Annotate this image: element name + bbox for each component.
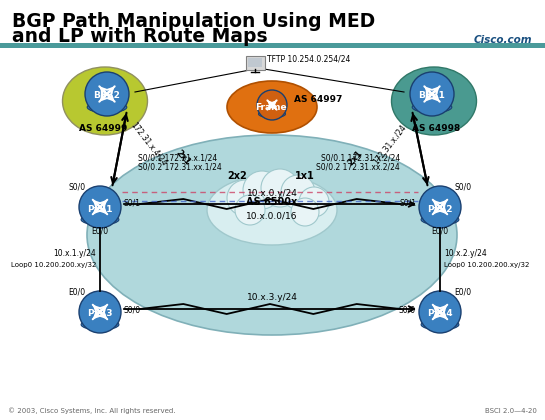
Circle shape — [235, 195, 265, 225]
Ellipse shape — [87, 135, 457, 335]
Text: S0/0: S0/0 — [69, 183, 86, 192]
Circle shape — [291, 198, 319, 226]
Circle shape — [243, 171, 281, 209]
Circle shape — [227, 180, 263, 216]
Text: BGP Path Manipulation Using MED: BGP Path Manipulation Using MED — [12, 12, 376, 31]
Circle shape — [410, 72, 454, 116]
Ellipse shape — [63, 67, 148, 135]
Circle shape — [419, 291, 461, 333]
Text: S0/0: S0/0 — [455, 183, 471, 192]
Ellipse shape — [207, 175, 337, 245]
Circle shape — [261, 169, 299, 207]
Text: S0/1: S0/1 — [399, 199, 416, 207]
Text: PxR4: PxR4 — [427, 310, 453, 318]
Circle shape — [257, 90, 287, 120]
Text: 172.31.x./24: 172.31.x./24 — [372, 122, 408, 165]
Text: AS 64997: AS 64997 — [294, 94, 342, 103]
Circle shape — [299, 187, 329, 217]
Text: AS 6500x: AS 6500x — [246, 197, 298, 207]
Text: 10.x.0.y/24: 10.x.0.y/24 — [246, 189, 298, 197]
Ellipse shape — [421, 214, 459, 225]
Ellipse shape — [412, 102, 452, 113]
Text: BSCI 2.0—4-20: BSCI 2.0—4-20 — [485, 408, 537, 414]
Text: TFTP 10.254.0.254/24: TFTP 10.254.0.254/24 — [267, 55, 350, 63]
Text: E0/0: E0/0 — [455, 288, 471, 297]
Text: 10.x.0.0/16: 10.x.0.0/16 — [246, 212, 298, 220]
FancyBboxPatch shape — [245, 55, 264, 69]
FancyBboxPatch shape — [248, 58, 262, 67]
Text: 10.x.3.y/24: 10.x.3.y/24 — [246, 294, 298, 302]
Text: 10.x.2.y/24: 10.x.2.y/24 — [444, 249, 487, 258]
Ellipse shape — [258, 110, 286, 118]
Text: S0/0.1 172.31.x.2/24: S0/0.1 172.31.x.2/24 — [321, 153, 400, 163]
Text: © 2003, Cisco Systems, Inc. All rights reserved.: © 2003, Cisco Systems, Inc. All rights r… — [8, 407, 175, 414]
Ellipse shape — [81, 319, 119, 330]
Text: E0/0: E0/0 — [92, 226, 108, 236]
Text: Cisco.com: Cisco.com — [474, 35, 532, 45]
Text: PxR3: PxR3 — [87, 310, 113, 318]
Text: BBR1: BBR1 — [419, 92, 445, 100]
Text: S0/0.2 172.31.xx.1/24: S0/0.2 172.31.xx.1/24 — [138, 163, 222, 171]
Text: E0/0: E0/0 — [432, 226, 449, 236]
Text: and LP with Route Maps: and LP with Route Maps — [12, 27, 268, 46]
Text: S0/0: S0/0 — [399, 305, 416, 315]
Text: AS 64998: AS 64998 — [412, 124, 460, 133]
Text: 10.x.1.y/24: 10.x.1.y/24 — [53, 249, 96, 258]
Text: Loop0 10.200.200.xy/32: Loop0 10.200.200.xy/32 — [444, 262, 529, 268]
Text: S0/0: S0/0 — [124, 305, 141, 315]
Circle shape — [85, 72, 129, 116]
Ellipse shape — [391, 67, 476, 135]
Ellipse shape — [87, 102, 127, 113]
Ellipse shape — [81, 214, 119, 225]
Text: 2x1: 2x1 — [174, 149, 192, 168]
Text: BBR2: BBR2 — [94, 92, 120, 100]
Text: S0/1: S0/1 — [124, 199, 141, 207]
Text: E0/0: E0/0 — [69, 288, 86, 297]
Circle shape — [419, 186, 461, 228]
Text: S0/0.1 172.31.x.1/24: S0/0.1 172.31.x.1/24 — [138, 153, 217, 163]
Text: 1x1: 1x1 — [295, 171, 315, 181]
Text: S0/0.2 172.31.xx.2/24: S0/0.2 172.31.xx.2/24 — [316, 163, 400, 171]
Bar — [0, 43, 545, 48]
Ellipse shape — [421, 319, 459, 330]
Text: 2x1: 2x1 — [346, 149, 364, 168]
Text: 2x2: 2x2 — [227, 171, 247, 181]
Circle shape — [281, 175, 315, 209]
Text: PxR1: PxR1 — [87, 205, 113, 213]
Circle shape — [79, 186, 121, 228]
Text: Frame: Frame — [255, 102, 287, 111]
Ellipse shape — [227, 81, 317, 133]
Text: AS 64999: AS 64999 — [79, 124, 127, 133]
Text: Loop0 10.200.200.xy/32: Loop0 10.200.200.xy/32 — [10, 262, 96, 268]
Text: 172.31.x.4/24: 172.31.x.4/24 — [129, 121, 169, 168]
Text: PxR2: PxR2 — [427, 205, 453, 213]
Circle shape — [79, 291, 121, 333]
